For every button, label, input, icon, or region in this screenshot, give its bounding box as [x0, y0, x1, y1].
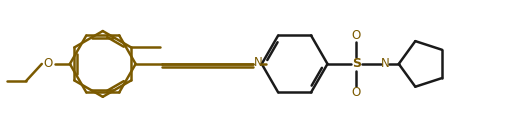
Text: O: O: [352, 86, 361, 99]
Text: S: S: [352, 57, 361, 70]
Text: O: O: [43, 57, 53, 70]
Text: N: N: [254, 56, 263, 69]
Text: N: N: [381, 57, 389, 70]
Text: O: O: [352, 29, 361, 42]
